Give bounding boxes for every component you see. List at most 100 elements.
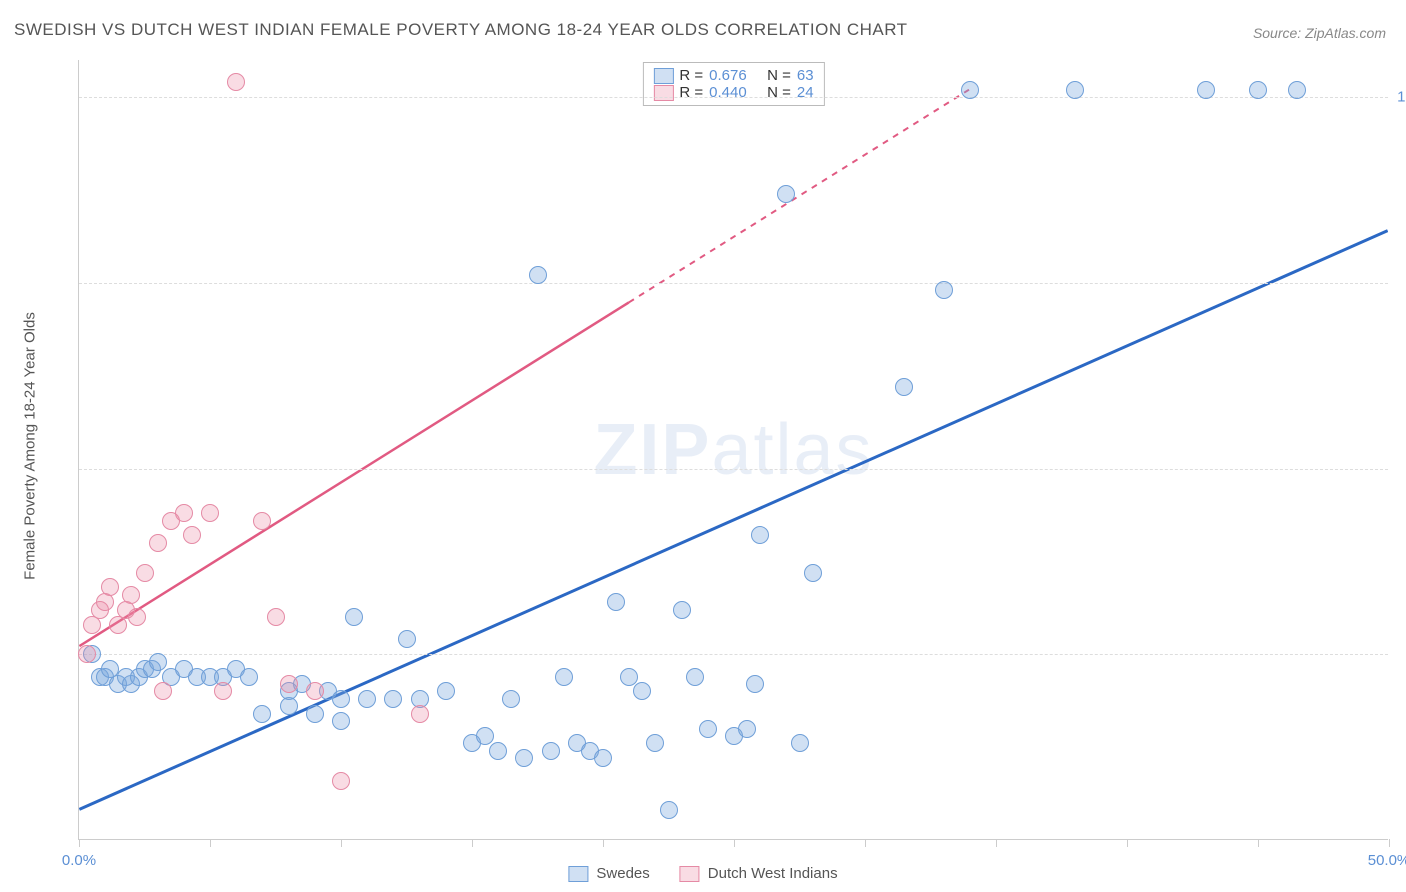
- legend-item: Swedes: [568, 865, 649, 882]
- data-point: [1066, 81, 1084, 99]
- watermark-bold: ZIP: [593, 410, 711, 490]
- data-point: [515, 749, 533, 767]
- trend-line-dashed: [629, 90, 969, 303]
- data-point: [306, 682, 324, 700]
- data-point: [738, 720, 756, 738]
- data-point: [358, 690, 376, 708]
- watermark-rest: atlas: [711, 410, 873, 490]
- data-point: [345, 608, 363, 626]
- data-point: [542, 742, 560, 760]
- stat-r-value: 0.440: [709, 84, 761, 101]
- x-tick: [1127, 839, 1128, 847]
- x-tick: [341, 839, 342, 847]
- x-tick: [865, 839, 866, 847]
- data-point: [1249, 81, 1267, 99]
- grid-line: [79, 97, 1388, 98]
- legend-item: Dutch West Indians: [680, 865, 838, 882]
- data-point: [332, 690, 350, 708]
- x-tick: [1389, 839, 1390, 847]
- trend-lines-layer: [79, 60, 1388, 839]
- data-point: [214, 682, 232, 700]
- data-point: [1288, 81, 1306, 99]
- legend-series: Swedes Dutch West Indians: [568, 865, 837, 882]
- data-point: [101, 578, 119, 596]
- data-point: [306, 705, 324, 723]
- legend-swatch: [568, 866, 588, 882]
- data-point: [777, 185, 795, 203]
- data-point: [398, 630, 416, 648]
- x-tick-label: 50.0%: [1368, 852, 1406, 869]
- data-point: [227, 73, 245, 91]
- stat-n-label: N =: [767, 84, 791, 101]
- data-point: [149, 534, 167, 552]
- stat-n-label: N =: [767, 67, 791, 84]
- data-point: [122, 586, 140, 604]
- legend-label: Swedes: [596, 865, 649, 882]
- data-point: [240, 668, 258, 686]
- data-point: [633, 682, 651, 700]
- data-point: [751, 526, 769, 544]
- data-point: [502, 690, 520, 708]
- grid-line: [79, 469, 1388, 470]
- data-point: [128, 608, 146, 626]
- grid-line: [79, 654, 1388, 655]
- data-point: [686, 668, 704, 686]
- x-tick: [79, 839, 80, 847]
- data-point: [555, 668, 573, 686]
- grid-line: [79, 283, 1388, 284]
- legend-stat-row: R = 0.440 N = 24: [653, 84, 813, 101]
- data-point: [149, 653, 167, 671]
- x-tick: [996, 839, 997, 847]
- data-point: [673, 601, 691, 619]
- x-tick: [1258, 839, 1259, 847]
- data-point: [895, 378, 913, 396]
- y-tick-label: 100.0%: [1397, 89, 1406, 106]
- data-point: [384, 690, 402, 708]
- data-point: [136, 564, 154, 582]
- plot-area: ZIPatlas R = 0.676 N = 63 R = 0.440 N = …: [78, 60, 1388, 840]
- data-point: [607, 593, 625, 611]
- chart-container: SWEDISH VS DUTCH WEST INDIAN FEMALE POVE…: [0, 0, 1406, 892]
- data-point: [699, 720, 717, 738]
- stat-r-value: 0.676: [709, 67, 761, 84]
- trend-line: [79, 231, 1387, 810]
- data-point: [594, 749, 612, 767]
- data-point: [332, 712, 350, 730]
- data-point: [476, 727, 494, 745]
- stat-n-value: 24: [797, 84, 814, 101]
- source-attribution: Source: ZipAtlas.com: [1253, 25, 1386, 41]
- data-point: [253, 512, 271, 530]
- stat-r-label: R =: [679, 67, 703, 84]
- data-point: [935, 281, 953, 299]
- data-point: [253, 705, 271, 723]
- data-point: [791, 734, 809, 752]
- data-point: [411, 705, 429, 723]
- data-point: [660, 801, 678, 819]
- x-tick: [603, 839, 604, 847]
- legend-stats: R = 0.676 N = 63 R = 0.440 N = 24: [642, 62, 824, 106]
- data-point: [961, 81, 979, 99]
- data-point: [78, 645, 96, 663]
- data-point: [332, 772, 350, 790]
- data-point: [183, 526, 201, 544]
- legend-stat-row: R = 0.676 N = 63: [653, 67, 813, 84]
- x-tick: [734, 839, 735, 847]
- data-point: [267, 608, 285, 626]
- data-point: [489, 742, 507, 760]
- data-point: [746, 675, 764, 693]
- chart-title: SWEDISH VS DUTCH WEST INDIAN FEMALE POVE…: [14, 20, 908, 40]
- data-point: [620, 668, 638, 686]
- data-point: [646, 734, 664, 752]
- data-point: [804, 564, 822, 582]
- legend-swatch: [680, 866, 700, 882]
- trend-line: [79, 302, 628, 646]
- data-point: [175, 504, 193, 522]
- legend-swatch: [653, 68, 673, 84]
- stat-r-label: R =: [679, 84, 703, 101]
- data-point: [437, 682, 455, 700]
- data-point: [529, 266, 547, 284]
- stat-n-value: 63: [797, 67, 814, 84]
- data-point: [1197, 81, 1215, 99]
- data-point: [201, 504, 219, 522]
- data-point: [154, 682, 172, 700]
